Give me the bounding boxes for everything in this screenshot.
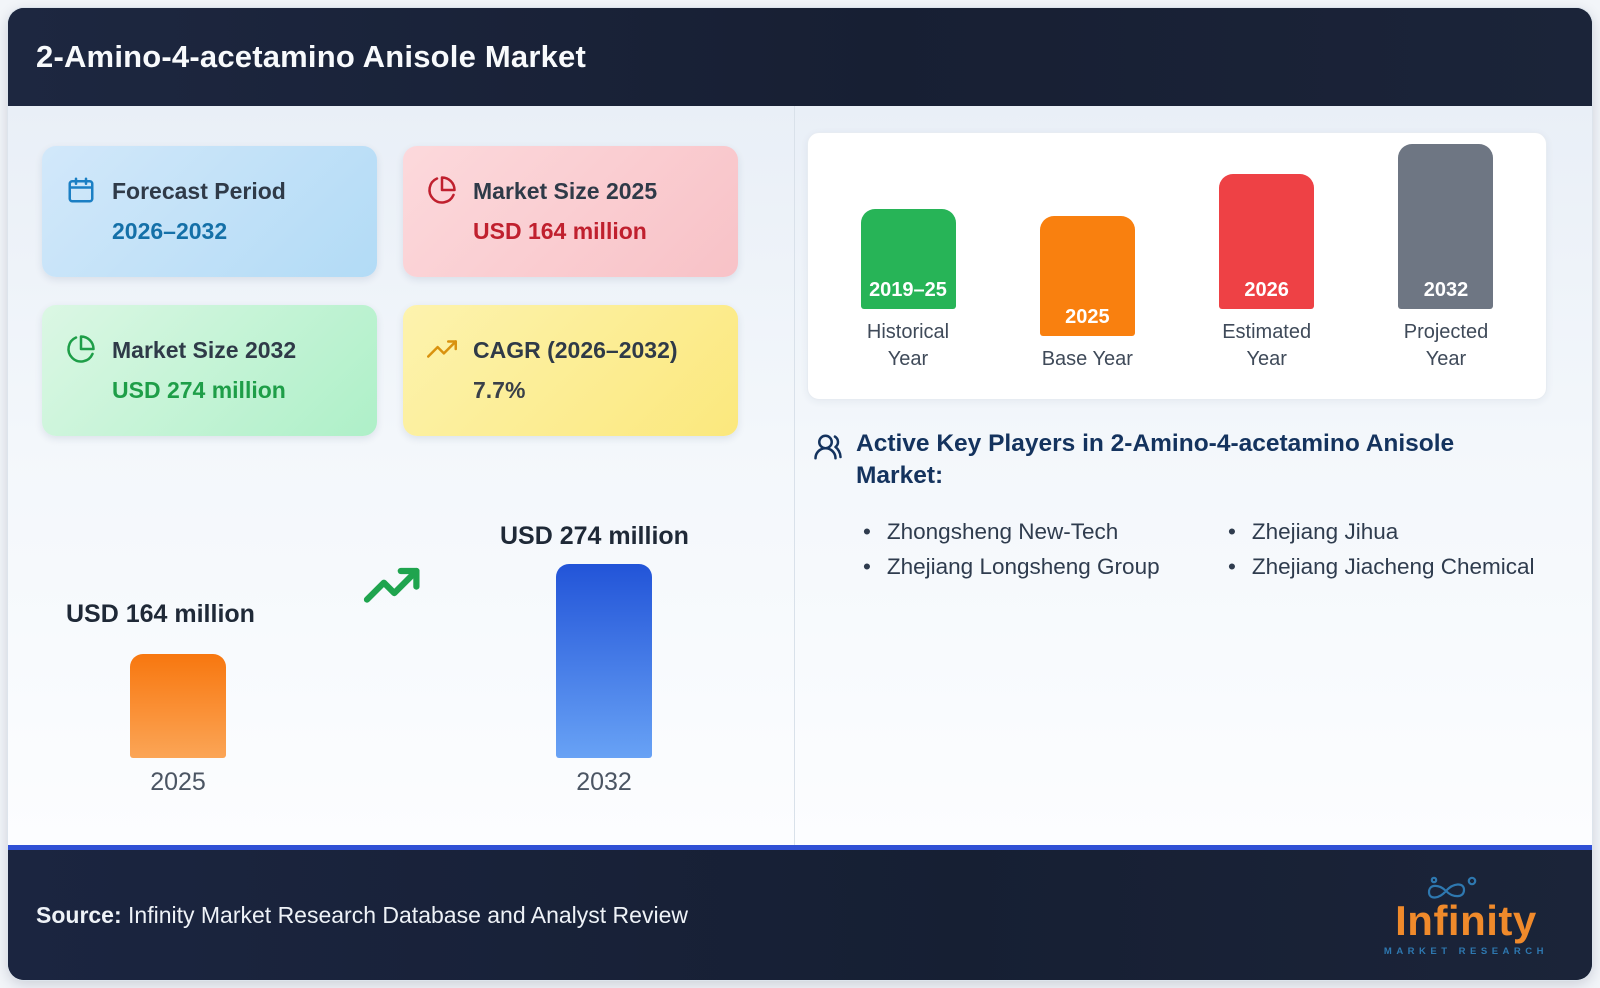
- timeline-item-estimated: 2026 Estimated Year: [1203, 174, 1331, 373]
- calendar-icon: [66, 172, 96, 251]
- stat-cards: Forecast Period 2026–2032 Market Size 20…: [42, 146, 738, 437]
- source-line: Source: Infinity Market Research Databas…: [36, 902, 688, 929]
- infographic-frame: 2-Amino-4-acetamino Anisole Market Forec…: [8, 8, 1592, 980]
- timeline-bar-orange: 2025: [1039, 216, 1135, 336]
- growth-arrow-icon: [360, 558, 426, 610]
- key-players-column-2: • Zhejiang Jihua • Zhejiang Jiacheng Chemi…: [1228, 516, 1561, 586]
- body: Forecast Period 2026–2032 Market Size 20…: [8, 106, 1592, 845]
- trending-up-icon: [427, 331, 457, 410]
- vertical-divider: [794, 106, 795, 845]
- timeline-label: Base Year: [1041, 348, 1133, 370]
- player-name: Zhejiang Jihua: [1251, 518, 1399, 544]
- timeline-card: 2019–25 Historical Year 2025 Base Year 2…: [807, 132, 1547, 400]
- card-title: Market Size 2025: [473, 178, 658, 204]
- bullet-icon: •: [1228, 518, 1236, 544]
- player-name: Zhongsheng New-Tech: [886, 518, 1119, 544]
- timeline-year: 2025: [1065, 306, 1110, 328]
- card-value: USD 164 million: [473, 217, 647, 244]
- key-players-column-1: • Zhongsheng New-Tech • Zhejiang Longsheng…: [863, 516, 1228, 586]
- card-title: CAGR (2026–2032): [473, 337, 678, 364]
- key-players-heading: Active Key Players in 2-Amino-4-acetamin…: [856, 430, 1455, 489]
- bar-year-2025: 2025: [150, 768, 206, 796]
- card-forecast-period: Forecast Period 2026–2032: [42, 146, 377, 278]
- key-players-list: • Zhongsheng New-Tech • Zhejiang Longsheng…: [863, 516, 1561, 586]
- card-value: 7.7%: [473, 376, 526, 403]
- list-item: • Zhejiang Jiacheng Chemical: [1228, 551, 1561, 582]
- bar-value-label-2025: USD 164 million: [66, 600, 255, 628]
- player-name: Zhejiang Jiacheng Chemical: [1251, 553, 1535, 579]
- timeline-item-base: 2025 Base Year: [1023, 216, 1151, 373]
- card-title: Forecast Period: [112, 178, 286, 204]
- bar-value-label-2032: USD 274 million: [500, 522, 689, 550]
- card-market-size-2025: Market Size 2025 USD 164 million: [403, 146, 738, 278]
- timeline-label: Projected Year: [1403, 321, 1489, 370]
- pie-chart-icon: [66, 331, 96, 410]
- logo-name: Infinity: [1395, 896, 1537, 944]
- timeline-year: 2032: [1423, 279, 1469, 301]
- timeline-bar-red: 2026: [1219, 174, 1315, 309]
- bullet-icon: •: [863, 553, 871, 579]
- list-item: • Zhejiang Longsheng Group: [863, 551, 1228, 582]
- card-cagr: CAGR (2026–2032) 7.7%: [403, 305, 738, 437]
- source-label: Source:: [36, 901, 122, 928]
- footer: Source: Infinity Market Research Databas…: [8, 845, 1592, 980]
- bar-2025: [130, 654, 226, 758]
- key-players-section: Active Key Players in 2-Amino-4-acetamin…: [813, 428, 1561, 586]
- page-title: 2-Amino-4-acetamino Anisole Market: [36, 39, 586, 74]
- timeline-label: Historical Year: [866, 321, 950, 370]
- card-title: Market Size 2032: [112, 337, 297, 364]
- source-text: Infinity Market Research Database and An…: [121, 901, 688, 928]
- timeline-item-projected: 2032 Projected Year: [1382, 144, 1510, 373]
- bullet-icon: •: [863, 518, 871, 544]
- infinity-icon: [1427, 876, 1477, 899]
- timeline-bar-gray: 2032: [1398, 144, 1494, 309]
- card-value: 2026–2032: [112, 217, 228, 244]
- timeline-label: Estimated Year: [1222, 321, 1312, 370]
- header: 2-Amino-4-acetamino Anisole Market: [8, 8, 1592, 106]
- bullet-icon: •: [1228, 553, 1236, 579]
- right-panel: 2019–25 Historical Year 2025 Base Year 2…: [795, 106, 1592, 845]
- timeline-year: 2019–25: [869, 279, 947, 301]
- pie-chart-icon: [427, 172, 457, 251]
- player-name: Zhejiang Longsheng Group: [886, 553, 1160, 579]
- timeline-year: 2026: [1244, 279, 1289, 301]
- timeline-bar-green: 2019–25: [860, 209, 956, 309]
- list-item: • Zhongsheng New-Tech: [863, 516, 1228, 547]
- card-market-size-2032: Market Size 2032 USD 274 million: [42, 305, 377, 437]
- timeline-item-historical: 2019–25 Historical Year: [844, 209, 972, 373]
- list-item: • Zhejiang Jihua: [1228, 516, 1561, 547]
- card-value: USD 274 million: [112, 376, 286, 403]
- logo-subtitle: MARKET RESEARCH: [1383, 945, 1548, 957]
- bar-year-2032: 2032: [576, 768, 632, 796]
- users-icon: [813, 428, 843, 492]
- infinity-logo: Infinity MARKET RESEARCH: [1384, 874, 1548, 957]
- left-panel: Forecast Period 2026–2032 Market Size 20…: [8, 106, 794, 845]
- bar-2032: [556, 564, 652, 758]
